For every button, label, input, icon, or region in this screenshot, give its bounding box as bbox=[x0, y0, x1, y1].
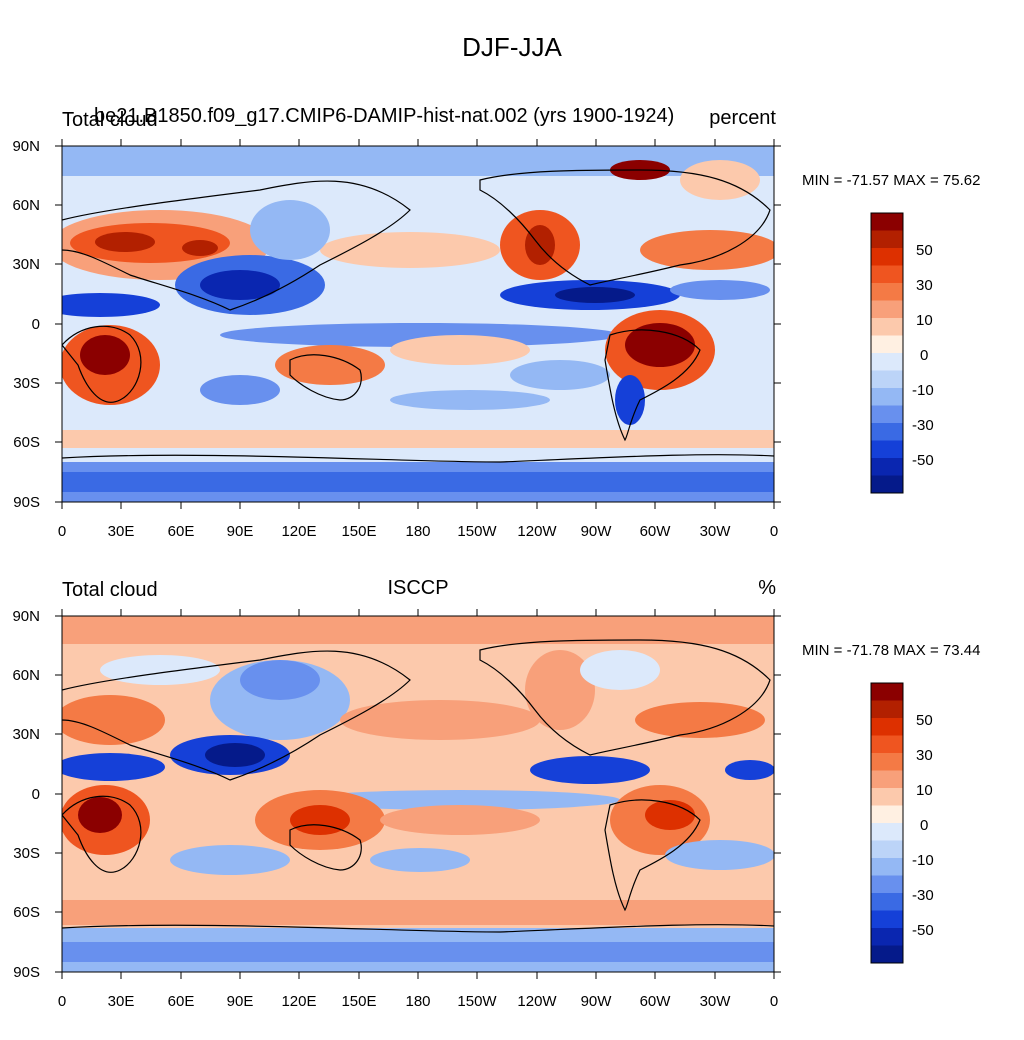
lon-tick: 30E bbox=[108, 523, 135, 540]
lon-tick: 90W bbox=[581, 523, 613, 540]
lon-tick: 0 bbox=[58, 993, 66, 1010]
lon-tick: 120E bbox=[281, 993, 316, 1010]
lon-tick: 90W bbox=[581, 993, 613, 1010]
lon-tick: 30W bbox=[700, 523, 732, 540]
colorbar-label: 50 bbox=[916, 242, 933, 259]
panel-left-label: Total cloud bbox=[62, 109, 158, 131]
colorbar-label: 30 bbox=[916, 277, 933, 294]
lat-tick: 30N bbox=[12, 256, 40, 273]
lon-tick: 60E bbox=[168, 523, 195, 540]
lon-tick: 180 bbox=[405, 993, 430, 1010]
lat-tick: 90S bbox=[13, 964, 40, 981]
colorbar-label: 0 bbox=[920, 817, 928, 834]
colorbar-label: -30 bbox=[912, 887, 934, 904]
lon-tick: 150E bbox=[341, 993, 376, 1010]
colorbar-label: 0 bbox=[920, 347, 928, 364]
colorbar bbox=[870, 682, 904, 964]
lon-tick: 120W bbox=[517, 993, 557, 1010]
lon-tick: 0 bbox=[58, 523, 66, 540]
lat-tick: 30N bbox=[12, 726, 40, 743]
lon-tick: 150W bbox=[457, 993, 497, 1010]
lat-tick: 90N bbox=[12, 138, 40, 155]
lon-tick: 60E bbox=[168, 993, 195, 1010]
lon-tick: 30E bbox=[108, 993, 135, 1010]
lat-tick: 0 bbox=[32, 786, 40, 803]
colorbar-label: -50 bbox=[912, 922, 934, 939]
panel-right-label: % bbox=[758, 577, 776, 599]
lat-tick: 30S bbox=[13, 845, 40, 862]
panel-left-label: Total cloud bbox=[62, 579, 158, 601]
lat-tick: 0 bbox=[32, 316, 40, 333]
obs-map: 90N 60N 30N 0 30S 60S 90S 0 30E 60E 90E … bbox=[12, 608, 934, 1010]
lon-tick: 120E bbox=[281, 523, 316, 540]
panel-center-label: be21.B1850.f09_g17.CMIP6-DAMIP-hist-nat.… bbox=[94, 105, 675, 127]
lat-tick: 30S bbox=[13, 375, 40, 392]
colorbar bbox=[870, 212, 904, 494]
lat-tick: 90S bbox=[13, 494, 40, 511]
colorbar-label: -50 bbox=[912, 452, 934, 469]
colorbar-label: 10 bbox=[916, 782, 933, 799]
model-map: 90N 60N 30N 0 30S 60S 90S 0 30E 60E 90E … bbox=[12, 138, 934, 540]
lon-tick: 0 bbox=[770, 523, 778, 540]
lat-tick: 60N bbox=[12, 667, 40, 684]
lat-tick: 60S bbox=[13, 434, 40, 451]
lon-tick: 60W bbox=[640, 993, 672, 1010]
lat-tick: 90N bbox=[12, 608, 40, 625]
colorbar-label: 30 bbox=[916, 747, 933, 764]
min-max-readout: MIN = -71.78 MAX = 73.44 bbox=[802, 642, 981, 659]
colorbar-label: -30 bbox=[912, 417, 934, 434]
colorbar-label: -10 bbox=[912, 852, 934, 869]
panel-right-label: percent bbox=[709, 107, 776, 129]
main-title: DJF-JJA bbox=[462, 32, 562, 62]
min-max-readout: MIN = -71.57 MAX = 75.62 bbox=[802, 172, 981, 189]
colorbar-label: 50 bbox=[916, 712, 933, 729]
lat-tick: 60S bbox=[13, 904, 40, 921]
lon-tick: 60W bbox=[640, 523, 672, 540]
lon-tick: 180 bbox=[405, 523, 430, 540]
lon-tick: 0 bbox=[770, 993, 778, 1010]
lon-tick: 150E bbox=[341, 523, 376, 540]
lon-tick: 90E bbox=[227, 523, 254, 540]
panel-model: 90N 60N 30N 0 30S 60S 90S 0 30E 60E 90E … bbox=[0, 100, 1024, 570]
lat-tick: 60N bbox=[12, 197, 40, 214]
lon-tick: 150W bbox=[457, 523, 497, 540]
colorbar-label: -10 bbox=[912, 382, 934, 399]
panel-center-label: ISCCP bbox=[387, 577, 449, 599]
lon-tick: 90E bbox=[227, 993, 254, 1010]
lon-tick: 120W bbox=[517, 523, 557, 540]
lon-tick: 30W bbox=[700, 993, 732, 1010]
panel-obs: 90N 60N 30N 0 30S 60S 90S 0 30E 60E 90E … bbox=[0, 570, 1024, 1040]
colorbar-label: 10 bbox=[916, 312, 933, 329]
